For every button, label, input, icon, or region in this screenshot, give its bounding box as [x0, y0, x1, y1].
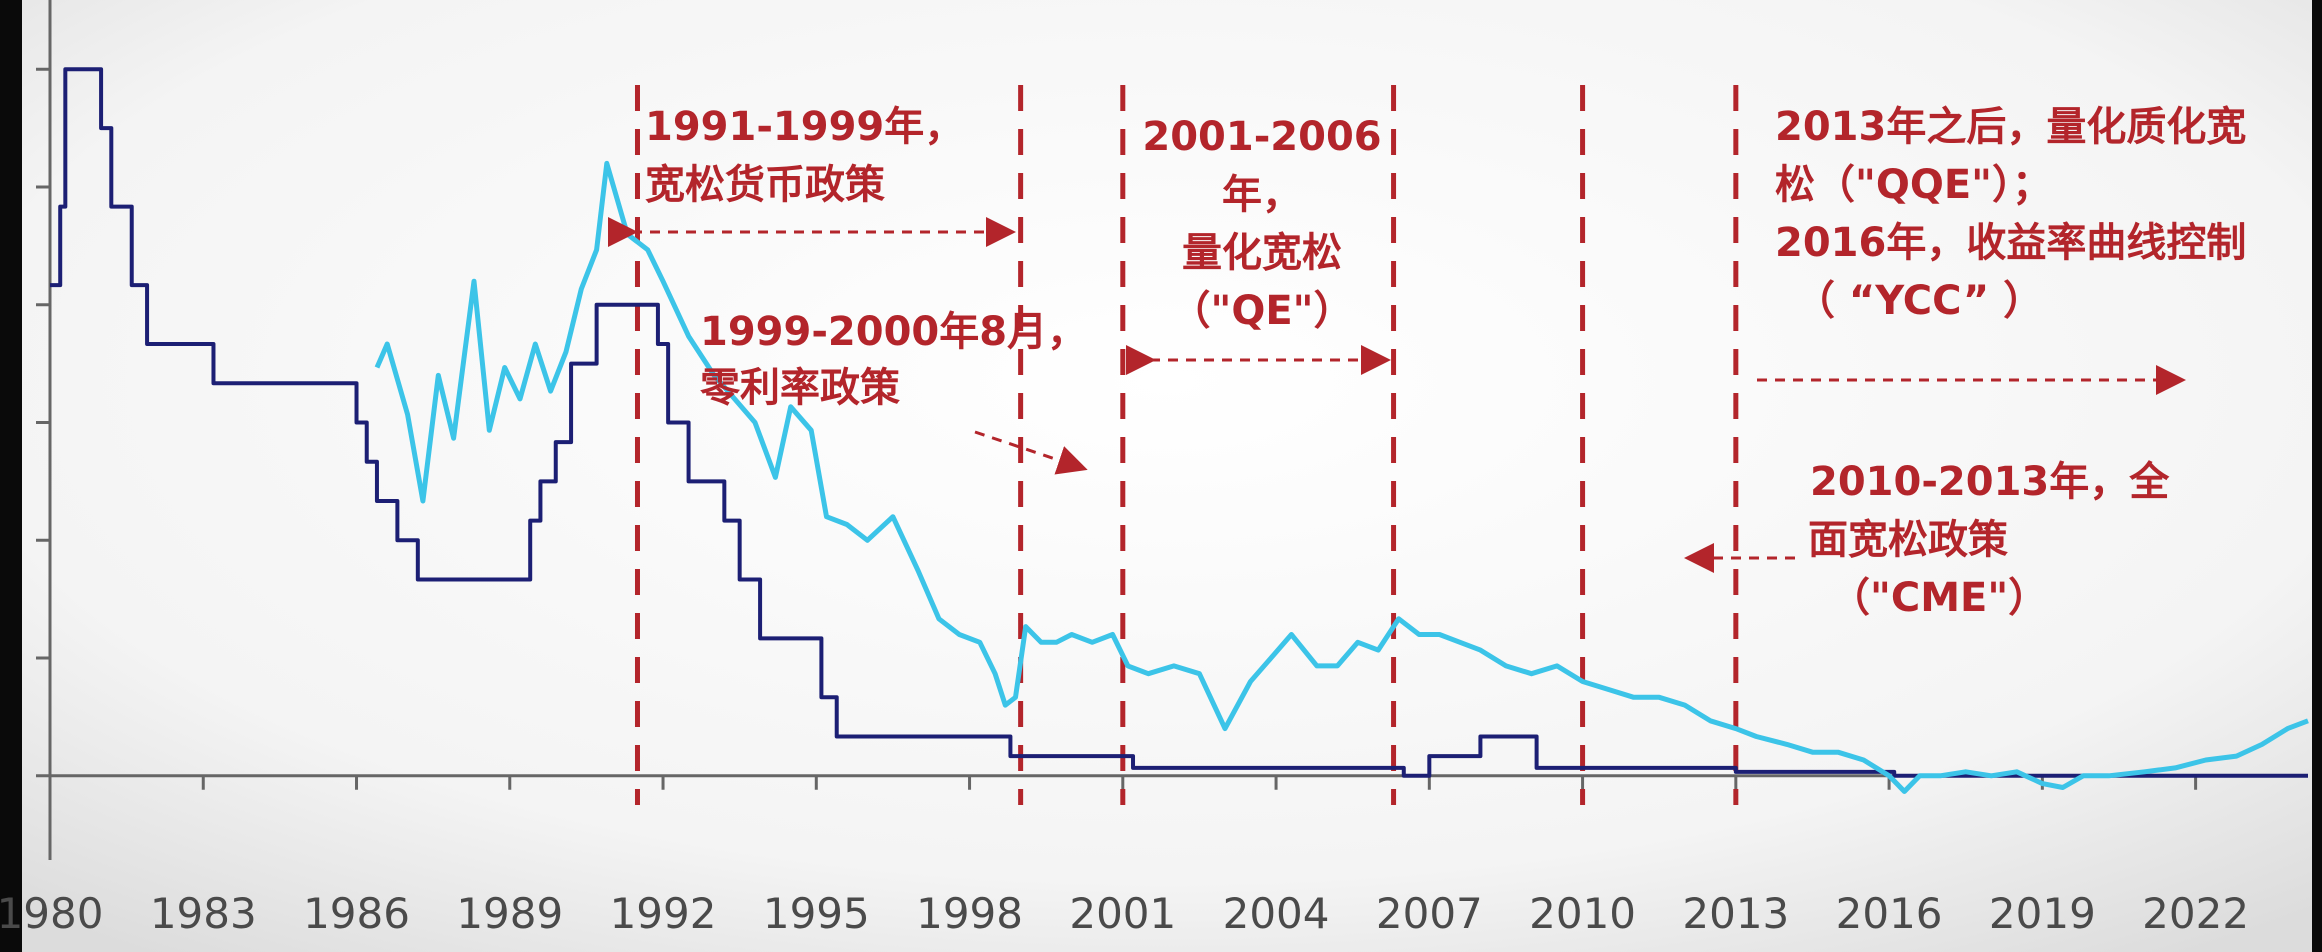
arrow-1999-2000 [974, 430, 1088, 475]
x-tick-label: 1995 [763, 889, 870, 938]
anno-2013-text: 2016年，收益率曲线控制 [1775, 220, 2246, 266]
anno-2010-text: （"CME"） [1830, 575, 2048, 621]
x-tick-label: 2022 [2142, 889, 2249, 938]
policy-period-dividers [634, 85, 1739, 805]
x-tick-label: 2004 [1223, 889, 1330, 938]
anno-2001-text: （"QE"） [1170, 288, 1353, 334]
x-tick-label: 1986 [303, 889, 410, 938]
x-tick-label: 2013 [1682, 889, 1789, 938]
annotation-arrows [608, 217, 2186, 573]
series-layer [50, 67, 2309, 794]
annotations: 1991-1999年， 宽松货币政策 1999-2000年8月， 零利率政策 2001-… [645, 104, 2246, 621]
x-tick-labels: 1980 1983 1986 1989 1992 1995 1998 2001 2004 2007… [0, 889, 2249, 938]
left-frame-border [0, 0, 22, 952]
x-tick-label: 2001 [1069, 889, 1176, 938]
x-tick-label: 2019 [1989, 889, 2096, 938]
anno-2013-text: （ “YCC” ） [1795, 278, 2043, 324]
anno-2001-text: 量化宽松 [1182, 230, 1342, 276]
anno-2001-text: 年， [1222, 172, 1302, 218]
anno-1999-text: 1999-2000年8月， [700, 309, 1087, 355]
anno-2010-text: 面宽松政策 [1808, 517, 2008, 563]
x-tick-label: 1992 [610, 889, 717, 938]
anno-1991-text: 宽松货币政策 [645, 162, 885, 208]
x-tick-label: 2007 [1376, 889, 1483, 938]
policy_rate-line [50, 67, 2308, 778]
x-tick-label: 2016 [1836, 889, 1943, 938]
x-tick-label: 1980 [0, 889, 103, 938]
anno-1999-text: 零利率政策 [700, 365, 900, 411]
anno-2013-text: 松（"QQE"）； [1775, 162, 2052, 208]
right-frame-border [2312, 0, 2322, 952]
x-tick-label: 1989 [456, 889, 563, 938]
anno-2001-text: 2001-2006 [1142, 114, 1381, 160]
x-tick-label: 1998 [916, 889, 1023, 938]
anno-1991-text: 1991-1999年， [645, 104, 964, 150]
x-tick-label: 1983 [150, 889, 257, 938]
anno-2013-text: 2013年之后，量化质化宽 [1775, 104, 2246, 150]
bond_yield-line [374, 160, 2309, 794]
anno-2010-text: 2010-2013年，全 [1810, 459, 2170, 505]
x-tick-label: 2010 [1529, 889, 1636, 938]
plot-background [22, 0, 2312, 952]
